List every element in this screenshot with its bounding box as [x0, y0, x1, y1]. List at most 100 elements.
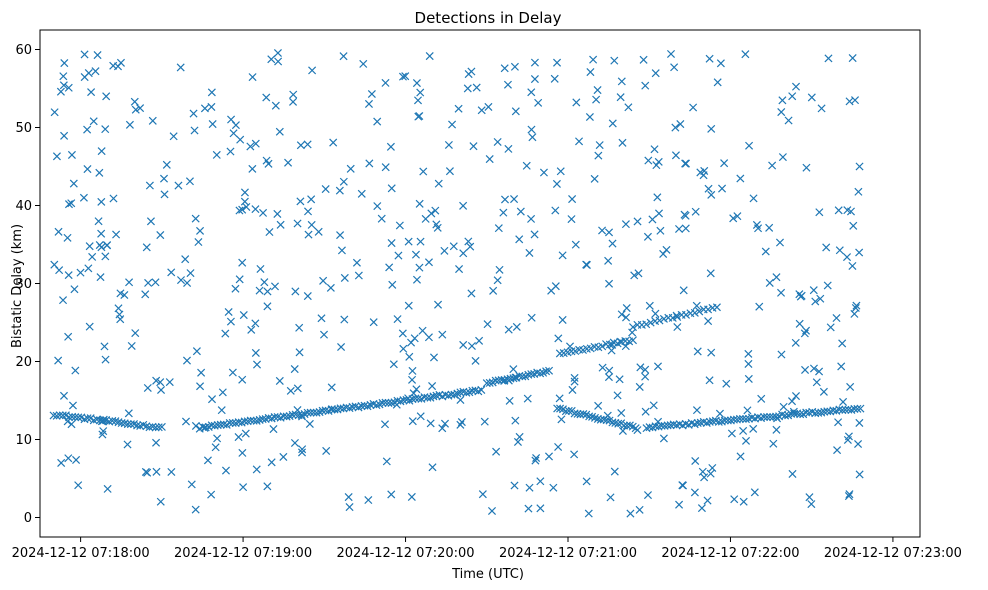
- data-point: [741, 436, 751, 445]
- data-point: [410, 334, 419, 343]
- data-point: [700, 473, 709, 482]
- data-point: [251, 205, 260, 214]
- data-point: [380, 420, 390, 429]
- data-point: [809, 286, 818, 295]
- data-point: [181, 255, 190, 264]
- data-point: [807, 93, 816, 102]
- data-point: [252, 416, 261, 425]
- data-point: [515, 235, 524, 244]
- data-point: [553, 58, 562, 67]
- data-point: [424, 333, 433, 342]
- data-point: [592, 95, 601, 104]
- data-point: [617, 77, 626, 86]
- data-point: [275, 127, 284, 136]
- data-point: [787, 397, 797, 406]
- data-point: [127, 341, 136, 351]
- data-point: [692, 406, 701, 415]
- data-point: [242, 202, 251, 212]
- data-point: [524, 504, 533, 513]
- data-point: [236, 135, 245, 144]
- data-point: [185, 177, 194, 186]
- data-point: [817, 104, 826, 113]
- data-point: [99, 427, 108, 436]
- data-point: [773, 414, 782, 423]
- data-point: [768, 161, 777, 170]
- data-point: [516, 207, 525, 216]
- data-point: [796, 410, 805, 419]
- data-point: [527, 88, 536, 97]
- data-point: [212, 150, 221, 159]
- x-tick-label: 2024-12-12 07:23:00: [824, 546, 962, 561]
- data-point: [131, 105, 140, 114]
- data-point: [54, 356, 63, 365]
- data-point: [101, 355, 110, 364]
- data-point: [693, 347, 702, 356]
- data-point: [695, 307, 704, 316]
- data-point: [76, 268, 85, 277]
- data-point: [159, 174, 169, 183]
- data-point: [200, 423, 209, 432]
- data-point: [602, 416, 611, 425]
- data-point: [467, 289, 476, 298]
- data-point: [303, 408, 312, 417]
- data-point: [71, 413, 80, 422]
- data-point: [196, 226, 205, 235]
- data-point: [598, 363, 607, 372]
- data-point: [549, 483, 558, 492]
- data-point: [262, 156, 271, 165]
- data-point: [93, 51, 102, 60]
- data-point: [399, 344, 408, 353]
- data-point: [239, 483, 248, 492]
- data-point: [835, 246, 844, 255]
- data-point: [527, 370, 536, 379]
- data-point: [738, 414, 747, 423]
- data-point: [85, 242, 94, 251]
- data-point: [697, 504, 706, 513]
- data-point: [293, 384, 302, 393]
- data-point: [622, 313, 631, 322]
- data-point: [621, 220, 630, 229]
- data-point: [297, 448, 307, 457]
- data-point: [167, 268, 176, 277]
- data-point: [469, 142, 478, 151]
- data-point: [284, 158, 293, 167]
- data-point: [58, 411, 67, 420]
- data-point: [248, 164, 257, 173]
- data-point: [141, 290, 150, 299]
- data-point: [165, 378, 174, 387]
- data-point: [493, 276, 502, 285]
- data-point: [849, 221, 858, 230]
- data-point: [401, 72, 410, 81]
- data-point: [513, 437, 522, 446]
- data-point: [795, 319, 804, 328]
- data-point: [373, 202, 382, 211]
- data-point: [518, 372, 527, 381]
- data-point: [182, 356, 192, 365]
- data-point: [456, 395, 465, 404]
- data-point: [707, 190, 716, 199]
- data-point: [616, 337, 625, 346]
- data-point: [271, 101, 280, 110]
- data-point: [125, 278, 134, 287]
- data-point: [404, 237, 413, 246]
- data-point: [157, 385, 166, 395]
- data-point: [101, 252, 110, 261]
- data-point: [238, 258, 247, 267]
- data-point: [365, 159, 374, 168]
- data-point: [72, 455, 81, 464]
- data-point: [56, 87, 65, 96]
- data-point: [855, 248, 864, 257]
- data-point: [381, 398, 390, 407]
- data-point: [552, 179, 561, 188]
- data-point: [515, 432, 524, 441]
- data-point: [63, 417, 72, 426]
- data-point: [408, 375, 417, 384]
- data-point: [251, 139, 260, 148]
- data-point: [438, 330, 447, 339]
- x-axis: 2024-12-12 07:18:00 2024-12-12 07:19:00 20…: [12, 537, 962, 561]
- data-point: [608, 119, 617, 128]
- data-point: [426, 419, 435, 428]
- data-point: [267, 55, 276, 64]
- data-point: [415, 263, 424, 272]
- y-tick-label: 60: [15, 43, 32, 58]
